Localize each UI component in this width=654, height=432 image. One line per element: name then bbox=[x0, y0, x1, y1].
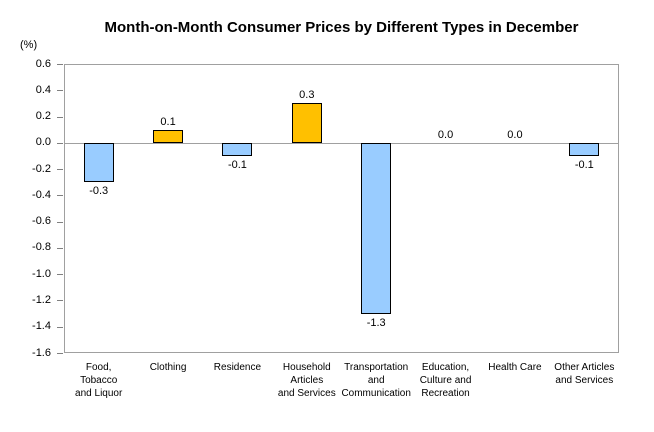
bar bbox=[569, 142, 600, 156]
y-tick-mark bbox=[57, 195, 63, 196]
y-tick-mark bbox=[57, 90, 63, 91]
y-tick-mark bbox=[57, 274, 63, 275]
y-tick-mark bbox=[57, 143, 63, 144]
y-tick-label: 0.2 bbox=[35, 110, 51, 123]
bar bbox=[83, 142, 114, 183]
y-tick-mark bbox=[57, 248, 63, 249]
x-category-label: Health Care bbox=[488, 362, 542, 373]
y-tick-label: 0.4 bbox=[35, 83, 51, 96]
x-category-label: Food, Tobacco and Liquor bbox=[75, 362, 123, 399]
y-tick-label: -0.6 bbox=[32, 215, 51, 228]
y-tick-label: -1.4 bbox=[32, 320, 51, 333]
bar-value-label: 0.0 bbox=[437, 128, 454, 141]
x-category-label: Clothing bbox=[149, 362, 187, 373]
y-axis-unit-label: (%) bbox=[20, 39, 38, 51]
x-category-label: Transportation and Communication bbox=[341, 362, 411, 399]
y-tick-mark bbox=[57, 300, 63, 301]
bar-value-label: -1.3 bbox=[366, 316, 386, 329]
bar-value-label: -0.3 bbox=[89, 185, 109, 198]
x-category-label: Residence bbox=[213, 362, 262, 373]
y-tick-label: 0.0 bbox=[35, 136, 51, 149]
y-tick-mark bbox=[57, 169, 63, 170]
bar-value-label: -0.1 bbox=[574, 158, 594, 171]
y-tick-mark bbox=[57, 222, 63, 223]
bar bbox=[153, 129, 184, 143]
y-tick-label: 0.6 bbox=[35, 57, 51, 70]
x-category-label: Household Articles and Services bbox=[277, 362, 336, 399]
bar bbox=[222, 142, 253, 156]
bar-value-label: 0.1 bbox=[160, 115, 176, 128]
bar-value-label: 0.3 bbox=[299, 89, 315, 102]
y-tick-label: -0.4 bbox=[32, 188, 51, 201]
y-tick-mark bbox=[57, 64, 63, 65]
y-tick-mark bbox=[57, 353, 63, 354]
chart-title: Month-on-Month Consumer Prices by Differ… bbox=[104, 19, 579, 36]
x-category-label: Education, Culture and Recreation bbox=[419, 362, 472, 399]
x-category-label: Other Articles and Services bbox=[554, 362, 615, 386]
bar bbox=[361, 142, 392, 314]
bar-value-label: -0.1 bbox=[227, 158, 247, 171]
plot-area bbox=[64, 64, 619, 353]
bar bbox=[291, 103, 322, 143]
y-tick-label: -1.6 bbox=[32, 346, 51, 359]
y-tick-label: -0.2 bbox=[32, 162, 51, 175]
bar-value-label: 0.0 bbox=[507, 128, 523, 141]
zero-line bbox=[64, 143, 619, 144]
y-tick-label: -0.8 bbox=[32, 241, 51, 254]
y-tick-label: -1.0 bbox=[32, 267, 51, 280]
y-tick-label: -1.2 bbox=[32, 293, 51, 306]
y-tick-mark bbox=[57, 327, 63, 328]
y-tick-mark bbox=[57, 117, 63, 118]
